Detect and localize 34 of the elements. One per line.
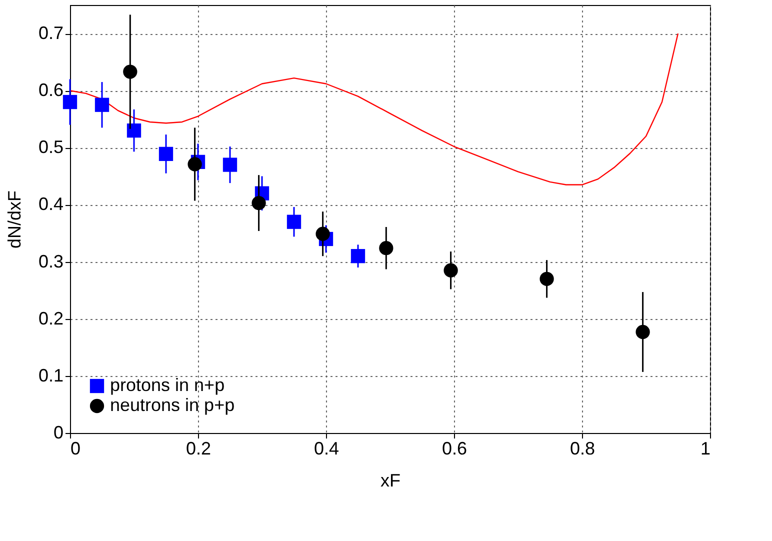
line-series <box>69 32 679 186</box>
y-tick-label: 0 <box>53 422 64 442</box>
point <box>126 123 142 138</box>
point <box>350 249 366 264</box>
y-tick-label: 0.7 <box>38 23 64 44</box>
y-tick-label: 0.3 <box>38 251 64 272</box>
y-tick-label: 0.4 <box>38 194 64 214</box>
y-tick-label: 0.2 <box>38 308 64 328</box>
x-tick-label: 1 <box>700 438 710 458</box>
y-tick-label: 0.1 <box>38 365 64 386</box>
point <box>62 94 78 110</box>
point <box>252 196 266 210</box>
point <box>123 64 138 79</box>
point <box>188 157 202 172</box>
y-tick-label: 0.5 <box>38 137 64 158</box>
point <box>636 324 650 340</box>
x-tick-label: 0.8 <box>570 438 596 458</box>
point <box>379 241 394 256</box>
legend-label: protons in n+p <box>110 375 225 395</box>
y-axis-title: dN/dxF <box>4 190 24 249</box>
legend-label: neutrons in p+p <box>110 395 235 415</box>
x-tick-label: 0 <box>70 438 81 458</box>
point <box>158 146 174 162</box>
point <box>94 98 110 112</box>
point <box>316 226 330 241</box>
x-axis-title: xF <box>380 470 400 490</box>
x-tick-label: 0.6 <box>442 438 468 458</box>
x-tick-label: 0.4 <box>314 438 340 458</box>
point <box>444 263 458 278</box>
y-tick-label: 0.6 <box>38 80 64 100</box>
point <box>286 214 302 229</box>
point <box>540 272 554 286</box>
x-tick-label: 0.2 <box>186 438 212 458</box>
point <box>222 158 238 172</box>
